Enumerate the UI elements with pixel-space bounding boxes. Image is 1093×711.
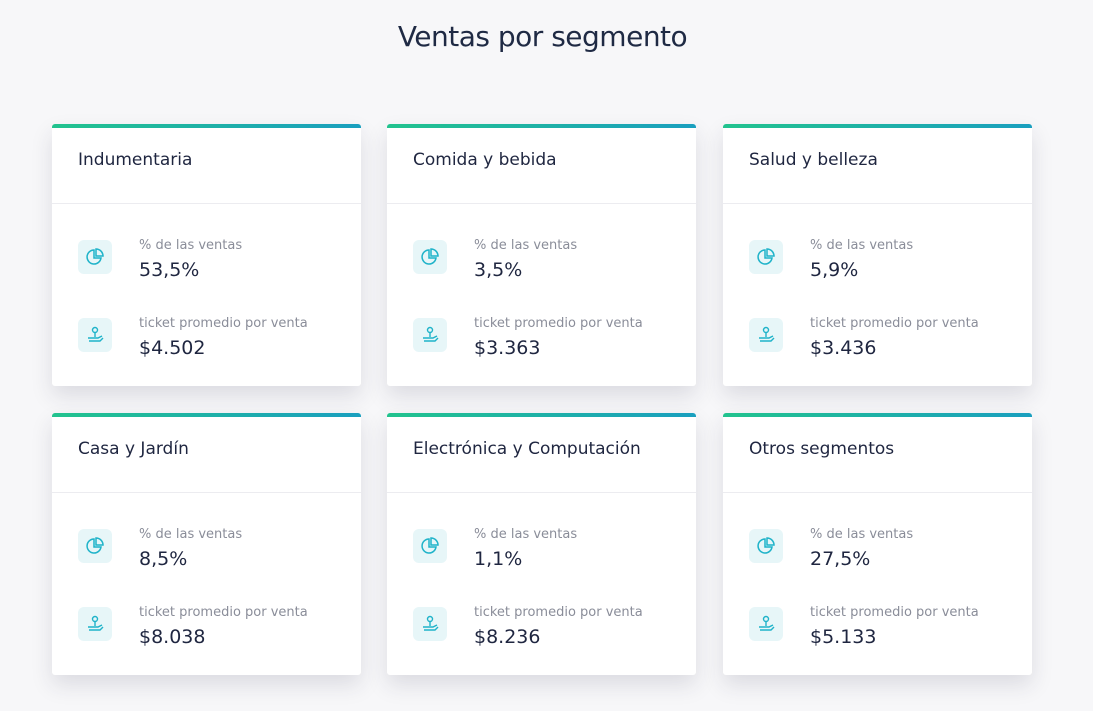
avg-ticket-label: ticket promedio por venta (139, 316, 308, 331)
sales-share-value: 27,5% (810, 548, 871, 570)
sales-share-value: 1,1% (474, 548, 523, 570)
hand-money-icon (78, 607, 112, 641)
avg-ticket-value: $3.363 (474, 337, 541, 359)
segment-name: Salud y belleza (723, 124, 1032, 204)
segment-name: Electrónica y Computación (387, 413, 696, 493)
sales-share-label: % de las ventas (139, 527, 243, 542)
sales-share-stat: % de las ventas 8,5% (78, 527, 348, 570)
avg-ticket-value: $5.133 (810, 626, 877, 648)
sales-share-stat: % de las ventas 5,9% (749, 238, 1019, 281)
sales-share-stat: % de las ventas 3,5% (413, 238, 683, 281)
avg-ticket-value: $8.038 (139, 626, 206, 648)
segment-name: Casa y Jardín (52, 413, 361, 493)
avg-ticket-label: ticket promedio por venta (474, 605, 643, 620)
segment-name: Indumentaria (52, 124, 361, 204)
segment-card: Comida y bebida % de las ventas 3,5% tic… (387, 124, 696, 386)
segment-card: Otros segmentos % de las ventas 27,5% ti… (723, 413, 1032, 675)
sales-share-label: % de las ventas (810, 238, 914, 253)
sales-share-value: 53,5% (139, 259, 200, 281)
sales-share-label: % de las ventas (474, 527, 578, 542)
pie-chart-icon (749, 240, 783, 274)
pie-chart-icon (78, 529, 112, 563)
hand-money-icon (413, 318, 447, 352)
segment-name: Otros segmentos (723, 413, 1032, 493)
avg-ticket-stat: ticket promedio por venta $8.038 (78, 605, 348, 648)
sales-share-label: % de las ventas (139, 238, 243, 253)
avg-ticket-label: ticket promedio por venta (810, 316, 979, 331)
avg-ticket-stat: ticket promedio por venta $3.363 (413, 316, 683, 359)
sales-share-value: 3,5% (474, 259, 523, 281)
sales-share-label: % de las ventas (810, 527, 914, 542)
sales-share-label: % de las ventas (474, 238, 578, 253)
avg-ticket-value: $4.502 (139, 337, 206, 359)
avg-ticket-label: ticket promedio por venta (139, 605, 308, 620)
segment-card: Casa y Jardín % de las ventas 8,5% ticke… (52, 413, 361, 675)
avg-ticket-stat: ticket promedio por venta $3.436 (749, 316, 1019, 359)
sales-share-value: 5,9% (810, 259, 859, 281)
segment-card: Indumentaria % de las ventas 53,5% ticke… (52, 124, 361, 386)
avg-ticket-stat: ticket promedio por venta $5.133 (749, 605, 1019, 648)
segment-name: Comida y bebida (387, 124, 696, 204)
sales-share-stat: % de las ventas 1,1% (413, 527, 683, 570)
avg-ticket-stat: ticket promedio por venta $4.502 (78, 316, 348, 359)
hand-money-icon (78, 318, 112, 352)
sales-share-stat: % de las ventas 27,5% (749, 527, 1019, 570)
pie-chart-icon (78, 240, 112, 274)
segment-card: Salud y belleza % de las ventas 5,9% tic… (723, 124, 1032, 386)
avg-ticket-value: $8.236 (474, 626, 541, 648)
hand-money-icon (749, 607, 783, 641)
page-title: Ventas por segmento (397, 20, 688, 53)
sales-share-value: 8,5% (139, 548, 188, 570)
avg-ticket-stat: ticket promedio por venta $8.236 (413, 605, 683, 648)
hand-money-icon (413, 607, 447, 641)
pie-chart-icon (413, 529, 447, 563)
hand-money-icon (749, 318, 783, 352)
avg-ticket-label: ticket promedio por venta (474, 316, 643, 331)
pie-chart-icon (413, 240, 447, 274)
pie-chart-icon (749, 529, 783, 563)
avg-ticket-value: $3.436 (810, 337, 877, 359)
avg-ticket-label: ticket promedio por venta (810, 605, 979, 620)
sales-share-stat: % de las ventas 53,5% (78, 238, 348, 281)
segment-card: Electrónica y Computación % de las venta… (387, 413, 696, 675)
